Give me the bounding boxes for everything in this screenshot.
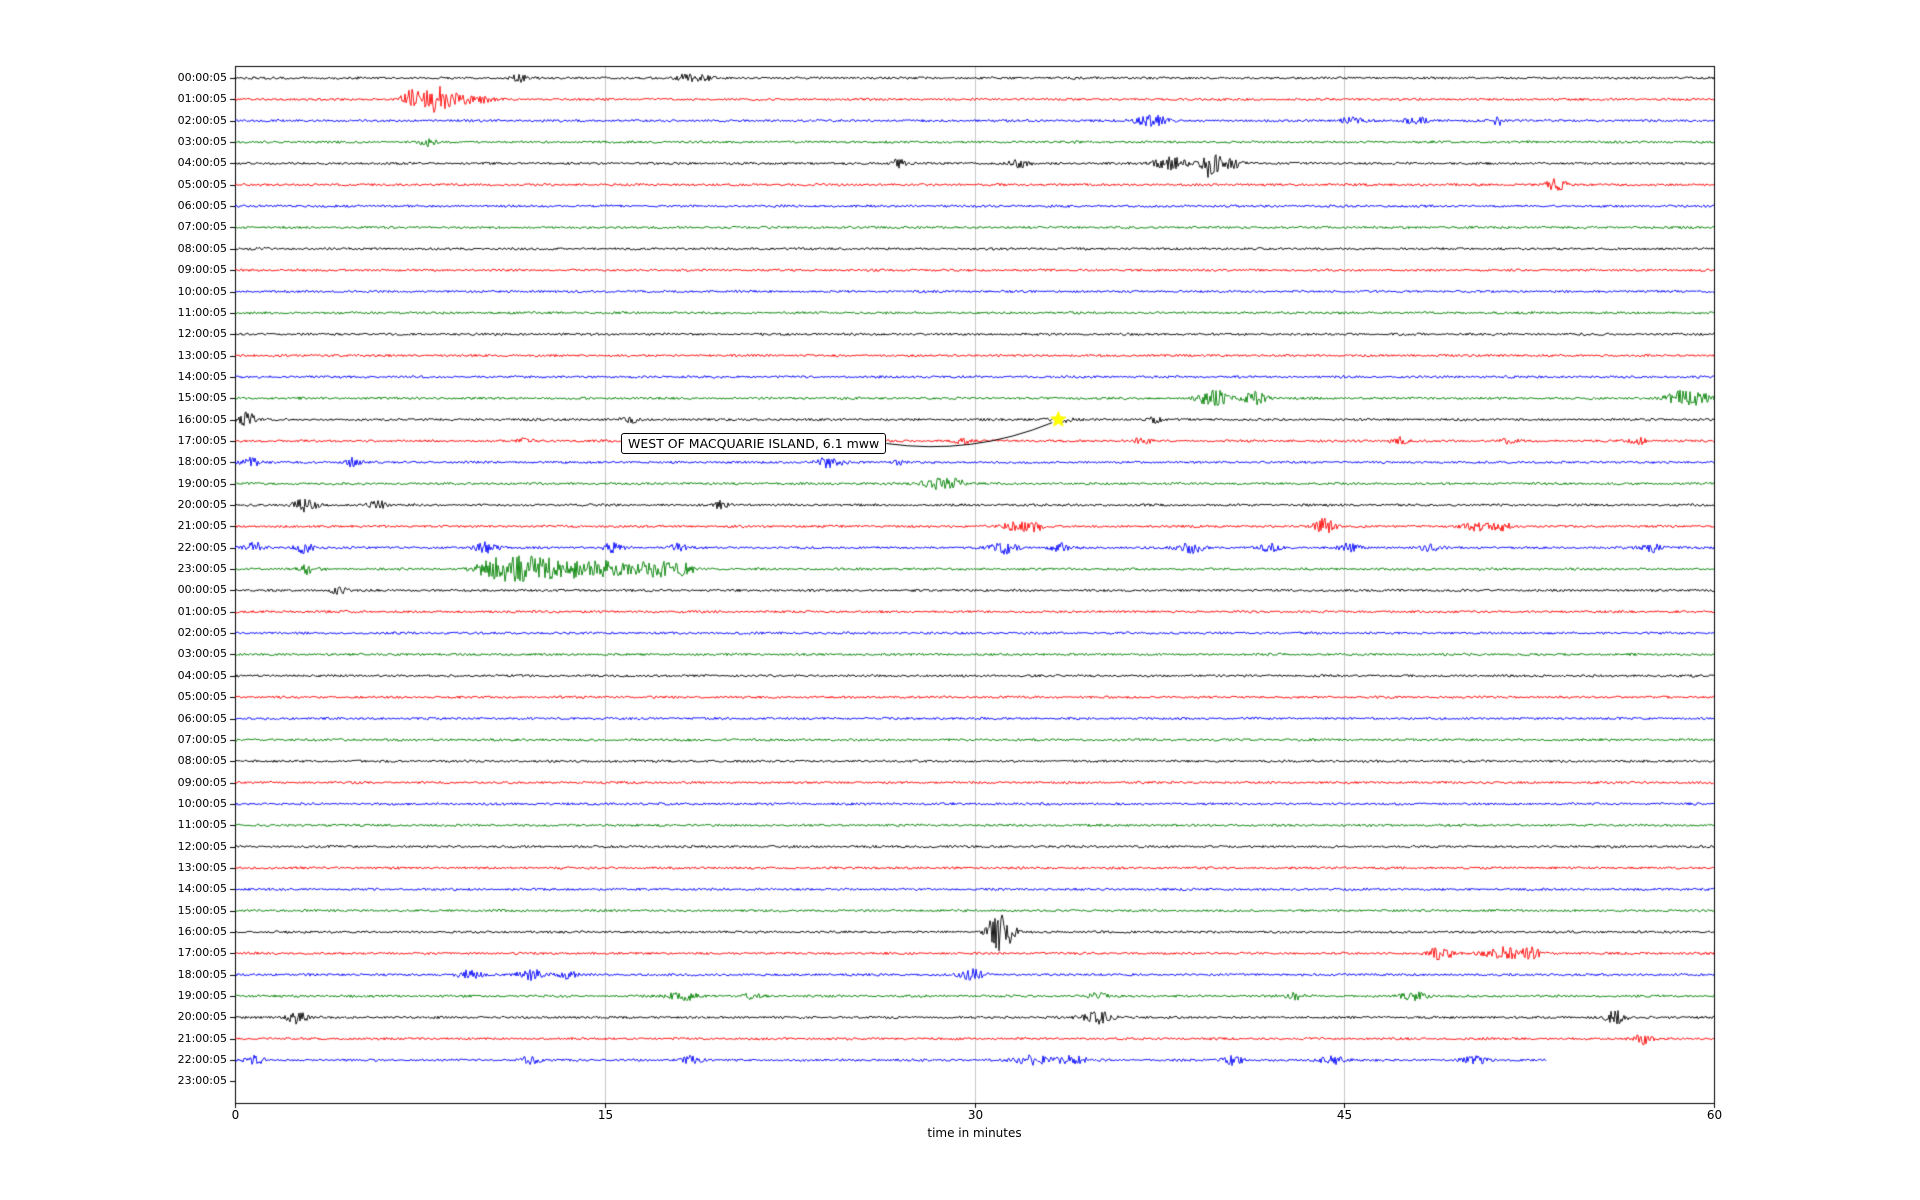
row-time-label: 10:00:05 [177, 796, 227, 810]
row-time-label: 05:00:05 [177, 690, 227, 704]
row-time-label: 08:00:05 [177, 754, 227, 768]
row-time-label: 00:00:05 [177, 71, 227, 84]
row-time-label: 23:00:05 [177, 562, 227, 576]
row-time-label: 12:00:05 [177, 839, 227, 853]
row-time-label: 19:00:05 [177, 989, 227, 1003]
row-time-label: 15:00:05 [177, 903, 227, 917]
row-time-label: 07:00:05 [177, 732, 227, 746]
row-time-label: 21:00:05 [177, 519, 227, 533]
row-time-label: 07:00:05 [177, 220, 227, 234]
event-annotation: WEST OF MACQUARIE ISLAND, 6.1 mww [621, 433, 887, 454]
row-time-label: 14:00:05 [177, 882, 227, 896]
row-time-label: 19:00:05 [177, 476, 227, 490]
row-time-label: 15:00:05 [177, 391, 227, 405]
row-time-label: 17:00:05 [177, 433, 227, 447]
row-time-label: 21:00:05 [177, 1031, 227, 1045]
row-time-label: 20:00:05 [177, 1010, 227, 1024]
row-time-label: 00:00:05 [177, 583, 227, 597]
row-time-label: 20:00:05 [177, 498, 227, 511]
row-time-label: 03:00:05 [177, 135, 227, 149]
row-time-label: 13:00:05 [177, 860, 227, 874]
x-tick-label: 15 [597, 1108, 614, 1122]
row-time-label: 05:00:05 [177, 177, 227, 191]
row-time-label: 06:00:05 [177, 711, 227, 725]
row-time-label: 09:00:05 [177, 775, 227, 789]
row-time-label: 13:00:05 [177, 348, 227, 362]
row-time-label: 14:00:05 [177, 369, 227, 383]
row-time-label: 22:00:05 [177, 1053, 227, 1067]
x-tick-label: 30 [967, 1108, 984, 1122]
row-time-label: 23:00:05 [177, 1074, 227, 1088]
row-time-label: 11:00:05 [177, 818, 227, 832]
row-time-label: 04:00:05 [177, 156, 227, 170]
row-time-label: 11:00:05 [177, 305, 227, 319]
row-time-label: 12:00:05 [177, 327, 227, 341]
row-time-label: 18:00:05 [177, 455, 227, 469]
x-tick-label: 45 [1336, 1108, 1353, 1122]
row-time-label: 16:00:05 [177, 412, 227, 426]
x-axis-label: time in minutes [927, 1126, 1022, 1140]
row-time-label: 02:00:05 [177, 626, 227, 640]
row-time-label: 01:00:05 [177, 92, 227, 106]
row-time-label: 04:00:05 [177, 668, 227, 682]
row-time-label: 22:00:05 [177, 540, 227, 554]
row-time-label: 01:00:05 [177, 604, 227, 618]
row-time-label: 09:00:05 [177, 263, 227, 277]
x-tick-label: 0 [231, 1108, 240, 1122]
row-time-label: 17:00:05 [177, 946, 227, 960]
row-time-label: 10:00:05 [177, 284, 227, 298]
row-time-label: 06:00:05 [177, 199, 227, 213]
row-time-label: 02:00:05 [177, 113, 227, 127]
row-time-label: 18:00:05 [177, 967, 227, 981]
x-tick-label: 60 [1706, 1108, 1723, 1122]
row-time-label: 08:00:05 [177, 241, 227, 255]
row-time-label: 16:00:05 [177, 925, 227, 938]
row-time-label: 03:00:05 [177, 647, 227, 661]
